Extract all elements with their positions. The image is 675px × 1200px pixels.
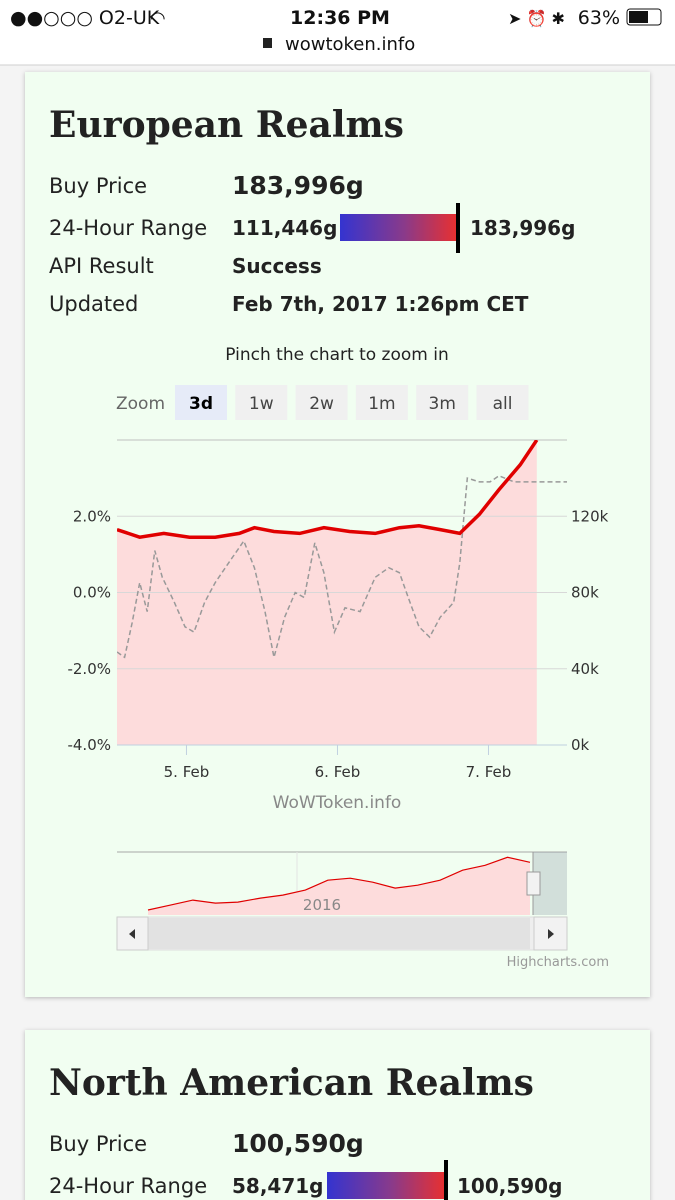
- y2-tick-label: 0k: [571, 736, 590, 754]
- buy-price: 183,996g: [232, 171, 364, 200]
- zoom-button-label[interactable]: 2w: [309, 394, 334, 414]
- range-bar: [340, 214, 457, 241]
- line: [117, 474, 567, 659]
- range-low: 58,471g: [232, 1174, 324, 1198]
- clock: 12:36 PM: [290, 7, 390, 29]
- zoom-button[interactable]: [416, 385, 469, 420]
- zoom-button[interactable]: [175, 385, 227, 420]
- field-label: API Result: [49, 254, 154, 278]
- y-tick-label: 2.0%: [73, 507, 111, 525]
- zoom-button[interactable]: [295, 385, 348, 420]
- realm-title: European Realms: [49, 104, 404, 146]
- battery-percent: 63%: [578, 7, 620, 29]
- zoom-button-label[interactable]: 1w: [249, 394, 274, 414]
- zoom-buttons: 3d 1w 2w 1m 3m all: [175, 385, 529, 420]
- line: [117, 440, 539, 539]
- chart: 2.0% 0.0% -2.0% -4.0% 0k 40k 80k 120k 5. Feb 6. F…: [67, 439, 609, 970]
- updated: Feb 7th, 2017 1:26pm CET: [232, 292, 529, 316]
- range-marker: [456, 203, 460, 253]
- wifi-icon: ◠: [150, 8, 166, 29]
- range-high: 100,590g: [457, 1174, 562, 1198]
- y2-tick-label: 120k: [571, 507, 609, 525]
- api-result: Success: [232, 254, 322, 278]
- navigator-area: [148, 857, 530, 915]
- scrollbar-thumb[interactable]: [148, 918, 530, 949]
- field-label: Buy Price: [49, 174, 147, 198]
- zoom-button[interactable]: [355, 385, 408, 420]
- realm-title: North American Realms: [49, 1062, 534, 1104]
- zoom-button-label[interactable]: 3d: [189, 394, 213, 414]
- zoom-label: Zoom: [116, 394, 165, 414]
- navigator-line: [147, 856, 531, 911]
- navigator-handle[interactable]: [526, 871, 541, 896]
- library-credit[interactable]: Highcharts.com: [507, 955, 609, 970]
- credits: WoWToken.info: [273, 793, 402, 813]
- url[interactable]: wowtoken.info: [285, 34, 415, 55]
- field-label: Buy Price: [49, 1132, 147, 1156]
- realm-card: [25, 1030, 650, 1200]
- scroll-left-arrow: [129, 929, 135, 939]
- battery-icon: [626, 8, 662, 26]
- carrier: ●●○○○ O2-UK: [10, 7, 160, 29]
- lock-icon: [263, 38, 272, 48]
- y-tick-label: -2.0%: [67, 660, 111, 678]
- range-marker: [444, 1160, 448, 1200]
- zoom-button-label[interactable]: all: [493, 394, 513, 414]
- range-high: 183,996g: [470, 216, 575, 240]
- zoom-button-label[interactable]: 3m: [429, 394, 456, 414]
- x-tick-label: 7. Feb: [466, 763, 512, 781]
- navigator-label: 2016: [303, 896, 341, 914]
- x-tick-label: 6. Feb: [315, 763, 361, 781]
- scroll-right-arrow: [548, 929, 554, 939]
- zoom-button[interactable]: [235, 385, 288, 420]
- zoom-button[interactable]: [476, 385, 529, 420]
- status-bar: [0, 0, 675, 65]
- y2-tick-label: 40k: [571, 660, 599, 678]
- field-label: 24-Hour Range: [49, 216, 207, 240]
- field-label: 24-Hour Range: [49, 1174, 207, 1198]
- range-low: 111,446g: [232, 216, 337, 240]
- range-bar: [327, 1172, 445, 1199]
- status-icons: ➤ ⏰ ✱: [508, 9, 565, 28]
- zoom-button-label[interactable]: 1m: [368, 394, 395, 414]
- zoom-hint: Pinch the chart to zoom in: [225, 345, 448, 365]
- y2-tick-label: 80k: [571, 584, 599, 602]
- y-tick-label: -4.0%: [67, 736, 111, 754]
- y-tick-label: 0.0%: [73, 584, 111, 602]
- x-tick-label: 5. Feb: [164, 763, 210, 781]
- field-label: Updated: [49, 292, 138, 316]
- battery-level: [629, 11, 648, 23]
- buy-price: 100,590g: [232, 1129, 364, 1158]
